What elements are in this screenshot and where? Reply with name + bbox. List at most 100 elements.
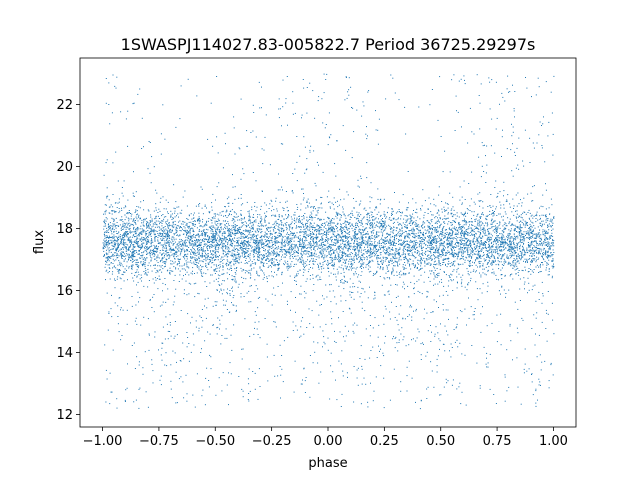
data-point [510,149,512,151]
data-point [306,168,308,170]
data-point [258,225,260,227]
data-point [309,149,311,151]
data-point [248,231,250,232]
data-point [323,223,325,224]
data-point [360,293,362,294]
data-point [274,243,276,245]
data-point [211,222,213,224]
data-point [370,252,372,254]
data-point [407,236,409,238]
data-point [265,259,267,261]
data-point [482,306,483,308]
data-point [482,231,484,233]
data-point [359,256,361,258]
data-point [225,211,227,213]
data-point [370,270,372,272]
data-point [141,277,143,279]
data-point [164,226,166,227]
data-point [267,300,269,302]
data-point [121,251,123,253]
data-point [131,261,133,263]
data-point [210,266,212,268]
data-point [413,288,414,290]
data-point [215,252,217,254]
data-point [508,263,510,265]
data-point [463,235,465,237]
data-point [372,260,374,262]
data-point [389,253,391,255]
data-point [463,220,465,222]
data-point [248,229,250,231]
data-point [312,90,314,92]
data-point [520,252,522,254]
data-point [458,250,460,252]
data-point [241,240,243,242]
data-point [371,231,373,233]
data-point [267,245,269,247]
data-point [491,226,493,227]
data-point [218,277,220,279]
data-point [350,258,352,260]
data-point [272,246,274,248]
data-point [371,241,373,243]
data-point [347,248,349,249]
data-point [130,218,132,220]
data-point [335,236,337,238]
data-point [551,275,553,277]
data-point [172,241,174,242]
data-point [433,242,434,244]
data-point [230,214,232,216]
data-point [350,261,352,263]
data-point [164,278,166,279]
data-point [520,235,522,237]
data-point [498,239,500,241]
data-point [538,266,539,268]
data-point [413,241,415,243]
data-point [539,241,541,242]
data-point [241,388,243,390]
data-point [150,235,152,237]
data-point [331,244,333,246]
data-point [398,223,400,225]
data-point [305,261,307,263]
data-point [150,265,152,267]
data-point [343,244,345,246]
data-point [453,247,454,249]
data-point [539,240,541,242]
data-point [280,220,282,222]
data-point [314,182,316,184]
data-point [279,189,281,191]
data-point [257,307,259,309]
data-point [213,235,214,237]
data-point [477,220,479,222]
data-point [457,346,459,348]
data-point [253,256,255,258]
data-point [147,264,149,266]
data-point [152,241,154,243]
data-point [364,257,366,259]
data-point [348,330,349,332]
data-point [117,246,119,248]
data-point [130,244,131,246]
data-point [528,282,530,284]
data-point [224,226,226,228]
data-point [407,316,409,317]
data-point [111,255,113,257]
data-point [361,365,363,367]
data-point [185,250,187,252]
data-point [494,259,496,261]
data-point [109,236,110,238]
data-point [297,260,299,262]
data-point [433,248,435,250]
data-point [222,238,224,240]
data-point [289,266,291,268]
data-point [541,220,543,222]
data-point [134,229,136,231]
data-point [489,227,491,229]
data-point [301,254,303,256]
data-point [422,239,424,240]
data-point [361,254,362,256]
data-point [283,209,285,211]
data-point [252,254,254,256]
data-point [183,293,185,295]
